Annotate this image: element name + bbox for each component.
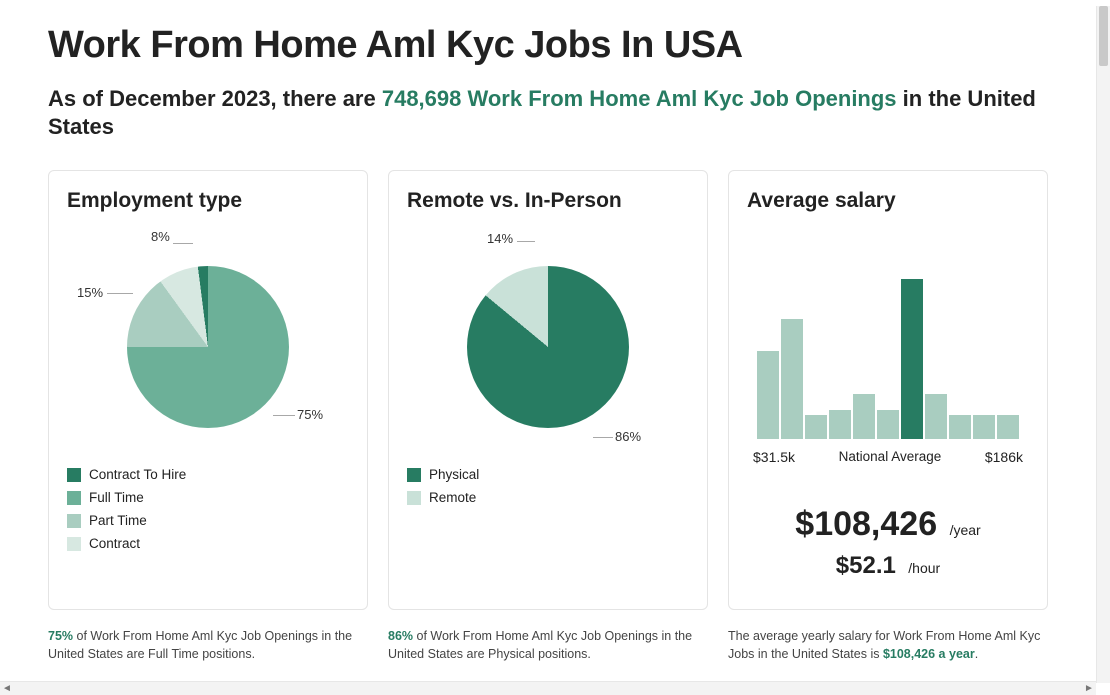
card-employment-type: Employment type 8% 15% 75% Contract To H… xyxy=(48,170,368,610)
employment-pie xyxy=(127,266,289,428)
salary-label-right: $186k xyxy=(985,449,1023,465)
page-title: Work From Home Aml Kyc Jobs In USA xyxy=(48,24,1048,67)
employment-pie-leader-8 xyxy=(173,243,193,244)
footnote-employment: 75% of Work From Home Aml Kyc Job Openin… xyxy=(48,628,368,663)
salary-hourly-value: $52.1 xyxy=(836,552,896,580)
page-subtitle: As of December 2023, there are 748,698 W… xyxy=(48,85,1048,140)
subtitle-pre: As of December 2023, there are xyxy=(48,86,382,111)
salary-bar xyxy=(853,394,875,439)
legend-item: Contract To Hire xyxy=(67,467,199,482)
legend-label: Full Time xyxy=(89,490,144,505)
salary-bars xyxy=(751,279,1025,439)
remote-pie-label-86: 86% xyxy=(615,429,641,444)
employment-pie-leader-75 xyxy=(273,415,295,416)
footnote-salary-post: . xyxy=(975,647,978,661)
legend-item: Full Time xyxy=(67,490,199,505)
salary-bar xyxy=(973,415,995,439)
employment-pie-label-75: 75% xyxy=(297,407,323,422)
footnote-employment-lead: 75% xyxy=(48,629,73,643)
legend-swatch xyxy=(407,468,421,482)
employment-pie-label-15: 15% xyxy=(77,285,103,300)
salary-bar xyxy=(781,319,803,439)
legend-label: Contract xyxy=(89,536,140,551)
subtitle-highlight: 748,698 Work From Home Aml Kyc Job Openi… xyxy=(382,86,897,111)
legend-swatch xyxy=(67,514,81,528)
vertical-scrollbar[interactable] xyxy=(1096,6,1110,683)
footnotes-row: 75% of Work From Home Aml Kyc Job Openin… xyxy=(48,628,1048,663)
legend-label: Contract To Hire xyxy=(89,467,186,482)
legend-item: Remote xyxy=(407,490,539,505)
salary-bars-labels: $31.5k National Average $186k xyxy=(751,449,1025,465)
remote-pie-wrap: 14% 86% xyxy=(413,237,683,457)
legend-label: Remote xyxy=(429,490,476,505)
legend-item: Part Time xyxy=(67,513,199,528)
salary-label-mid: National Average xyxy=(839,449,942,465)
salary-bar xyxy=(757,351,779,439)
footnote-salary: The average yearly salary for Work From … xyxy=(728,628,1048,663)
salary-bar xyxy=(805,415,827,439)
salary-bar xyxy=(877,410,899,439)
remote-pie-label-14: 14% xyxy=(487,231,513,246)
legend-swatch xyxy=(67,491,81,505)
footnote-salary-lead: $108,426 a year xyxy=(883,647,975,661)
salary-bar xyxy=(925,394,947,439)
footnote-employment-rest: of Work From Home Aml Kyc Job Openings i… xyxy=(48,629,352,661)
employment-pie-label-8: 8% xyxy=(151,229,170,244)
vertical-scrollbar-thumb[interactable] xyxy=(1099,6,1108,66)
card-salary: Average salary $31.5k National Average $… xyxy=(728,170,1048,610)
card-title-salary: Average salary xyxy=(747,189,1029,213)
salary-yearly: $108,426 /year xyxy=(747,505,1029,544)
footnote-remote-lead: 86% xyxy=(388,629,413,643)
scroll-left-icon[interactable]: ◄ xyxy=(2,684,12,694)
legend-item: Physical xyxy=(407,467,539,482)
salary-yearly-value: $108,426 xyxy=(795,505,937,544)
legend-label: Physical xyxy=(429,467,479,482)
remote-legend: Physical Remote xyxy=(407,467,689,505)
salary-yearly-unit: /year xyxy=(950,522,981,538)
salary-label-left: $31.5k xyxy=(753,449,795,465)
salary-bar xyxy=(997,415,1019,439)
legend-item: Contract xyxy=(67,536,199,551)
horizontal-scrollbar[interactable]: ◄ ► xyxy=(0,681,1096,695)
scroll-right-icon[interactable]: ► xyxy=(1084,684,1094,694)
employment-legend: Contract To Hire Full Time Part Time Con… xyxy=(67,467,349,551)
footnote-remote: 86% of Work From Home Aml Kyc Job Openin… xyxy=(388,628,708,663)
card-remote: Remote vs. In-Person 14% 86% Physical Re… xyxy=(388,170,708,610)
legend-label: Part Time xyxy=(89,513,147,528)
salary-bar xyxy=(829,410,851,439)
legend-swatch xyxy=(67,468,81,482)
page-content: Work From Home Aml Kyc Jobs In USA As of… xyxy=(0,0,1096,680)
remote-pie-leader-14 xyxy=(517,241,535,242)
legend-swatch xyxy=(67,537,81,551)
salary-bar xyxy=(949,415,971,439)
salary-bar xyxy=(901,279,923,439)
cards-row: Employment type 8% 15% 75% Contract To H… xyxy=(48,170,1048,610)
salary-bars-area: $31.5k National Average $186k xyxy=(747,279,1029,489)
employment-pie-wrap: 8% 15% 75% xyxy=(73,237,343,457)
legend-swatch xyxy=(407,491,421,505)
salary-hourly: $52.1 /hour xyxy=(747,552,1029,580)
card-title-remote: Remote vs. In-Person xyxy=(407,189,689,213)
footnote-remote-rest: of Work From Home Aml Kyc Job Openings i… xyxy=(388,629,692,661)
salary-hourly-unit: /hour xyxy=(908,560,940,576)
remote-pie-leader-86 xyxy=(593,437,613,438)
employment-pie-leader-15 xyxy=(107,293,133,294)
remote-pie xyxy=(467,266,629,428)
card-title-employment: Employment type xyxy=(67,189,349,213)
